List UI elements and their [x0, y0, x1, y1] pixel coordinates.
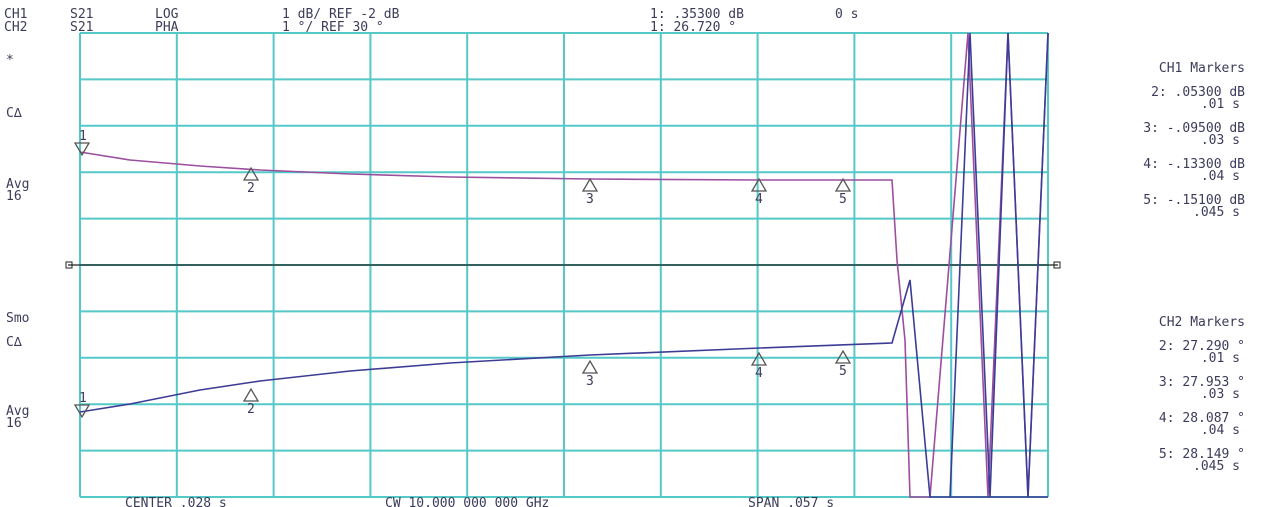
- marker-value: 2: .05300 dB: [1151, 85, 1245, 100]
- marker-triangle: [73, 404, 91, 419]
- left-label: Avg: [6, 404, 29, 419]
- marker-time: .03 s: [1201, 133, 1240, 148]
- left-label: C∆: [6, 335, 22, 350]
- left-label: 16: [6, 416, 22, 431]
- marker-time: .045 s: [1193, 459, 1240, 474]
- marker-list-title: CH1 Markers: [1159, 61, 1245, 76]
- marker-number: 4: [755, 366, 763, 381]
- marker-number: 2: [247, 181, 255, 196]
- marker-triangle: [242, 387, 260, 402]
- marker-time: .04 s: [1201, 169, 1240, 184]
- marker-value: 4: 28.087 °: [1159, 411, 1245, 426]
- ch1-param: S21: [70, 7, 93, 22]
- ch2-scale: 1 °/ REF 30 °: [282, 20, 384, 35]
- left-label: Avg: [6, 177, 29, 192]
- ref-marker: [1053, 261, 1061, 269]
- marker-value: 4: -.13300 dB: [1143, 157, 1245, 172]
- trace-markers: 1 2 3 4 5 1 2 3 4 5: [73, 129, 852, 419]
- ch1-channel: CH1: [4, 7, 27, 22]
- marker-list-title: CH2 Markers: [1159, 315, 1245, 330]
- marker-time: .01 s: [1201, 97, 1240, 112]
- marker-triangle: [834, 349, 852, 364]
- ch1-marker: 1: .35300 dB: [650, 7, 744, 22]
- marker-number: 5: [839, 192, 847, 207]
- marker-triangle: [581, 177, 599, 192]
- ch2-param: S21: [70, 20, 93, 35]
- marker-value: 2: 27.290 °: [1159, 339, 1245, 354]
- marker-triangle: [750, 177, 768, 192]
- marker-number: 4: [755, 192, 763, 207]
- left-label: C∆: [6, 106, 22, 121]
- marker-number: 3: [586, 192, 594, 207]
- marker-time: .045 s: [1193, 205, 1240, 220]
- marker-number: 5: [839, 364, 847, 379]
- marker-time: .01 s: [1201, 351, 1240, 366]
- marker-time: .04 s: [1201, 423, 1240, 438]
- ch1-scale: 1 dB/ REF -2 dB: [282, 7, 400, 22]
- ch1-format: LOG: [155, 7, 179, 22]
- marker-value: 3: 27.953 °: [1159, 375, 1245, 390]
- ch2-trace: [79, 32, 1049, 498]
- ref-marker: [65, 261, 73, 269]
- left-label: Smo: [6, 311, 29, 326]
- left-label: 16: [6, 189, 22, 204]
- ch2-channel: CH2: [4, 20, 27, 35]
- footer-center: CENTER .028 s: [125, 496, 227, 507]
- ch2-format: PHA: [155, 20, 179, 35]
- footer-span: SPAN .057 s: [748, 496, 834, 507]
- marker-number: 1: [79, 129, 87, 144]
- marker-value: 5: -.15100 dB: [1143, 193, 1245, 208]
- left-label: *: [6, 53, 14, 68]
- marker-triangle: [834, 177, 852, 192]
- marker-number: 1: [79, 391, 87, 406]
- ch1-time: 0 s: [835, 7, 858, 22]
- marker-triangle: [750, 351, 768, 366]
- marker-number: 3: [586, 374, 594, 389]
- marker-number: 2: [247, 402, 255, 417]
- marker-value: 3: -.09500 dB: [1143, 121, 1245, 136]
- marker-triangle: [242, 166, 260, 181]
- footer-cw: CW 10.000 000 000 GHz: [385, 496, 549, 507]
- marker-triangle: [73, 142, 91, 157]
- marker-value: 5: 28.149 °: [1159, 447, 1245, 462]
- marker-time: .03 s: [1201, 387, 1240, 402]
- ch2-marker: 1: 26.720 °: [650, 20, 736, 35]
- marker-triangle: [581, 359, 599, 374]
